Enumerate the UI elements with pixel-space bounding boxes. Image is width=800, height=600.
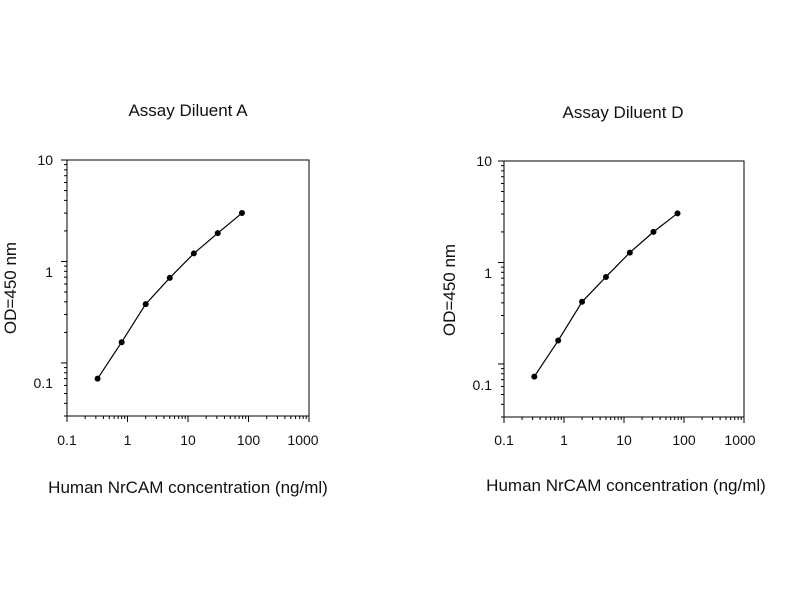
plot-frame (66, 159, 310, 417)
data-point (626, 249, 633, 256)
data-point (118, 339, 125, 346)
data-point (579, 298, 586, 305)
x-tick-label: 1 (560, 432, 568, 448)
data-point (650, 228, 657, 235)
series-line (533, 212, 678, 377)
x-tick-label: 0.1 (494, 432, 514, 448)
x-tick-label: 1000 (287, 432, 318, 448)
x-tick-label: 100 (237, 432, 261, 448)
x-axis-label: Human NrCAM concentration (ng/ml) (486, 476, 766, 495)
y-tick-label: 0.1 (34, 375, 54, 391)
x-tick-label: 10 (180, 432, 196, 448)
x-tick-label: 1000 (724, 432, 755, 448)
data-point (142, 301, 149, 308)
x-axis-label: Human NrCAM concentration (ng/ml) (48, 478, 328, 497)
data-point (214, 230, 221, 237)
y-tick-label: 10 (476, 153, 492, 169)
data-point (190, 250, 197, 257)
y-axis-label: OD=450 nm (1, 242, 20, 334)
y-tick-label: 0.1 (473, 377, 493, 393)
data-point (238, 210, 245, 217)
series-line (97, 212, 243, 380)
chart-panel-d: Assay Diluent D OD=450 nm Human NrCAM co… (440, 103, 766, 495)
data-point (555, 337, 562, 344)
data-point (94, 375, 101, 382)
series-marks (61, 159, 310, 422)
plot-frame (503, 160, 745, 418)
chart-title: Assay Diluent A (128, 101, 248, 120)
y-tick-label: 10 (37, 152, 53, 168)
data-point (674, 210, 681, 217)
x-tick-label: 10 (616, 432, 632, 448)
x-tick-label: 0.1 (57, 432, 77, 448)
chart-panel-a: Assay Diluent A OD=450 nm Human NrCAM co… (1, 101, 328, 497)
data-point (602, 273, 609, 280)
series-marks (498, 160, 745, 423)
chart-title: Assay Diluent D (563, 103, 684, 122)
data-point (531, 373, 538, 380)
x-tick-label: 1 (124, 432, 132, 448)
y-tick-label: 1 (45, 264, 53, 280)
x-tick-label: 100 (672, 432, 696, 448)
data-point (166, 274, 173, 281)
y-tick-label: 1 (484, 265, 492, 281)
y-axis-label: OD=450 nm (440, 244, 459, 336)
